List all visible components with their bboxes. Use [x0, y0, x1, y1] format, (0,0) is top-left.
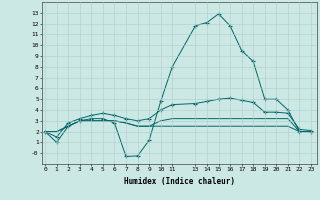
X-axis label: Humidex (Indice chaleur): Humidex (Indice chaleur): [124, 177, 235, 186]
